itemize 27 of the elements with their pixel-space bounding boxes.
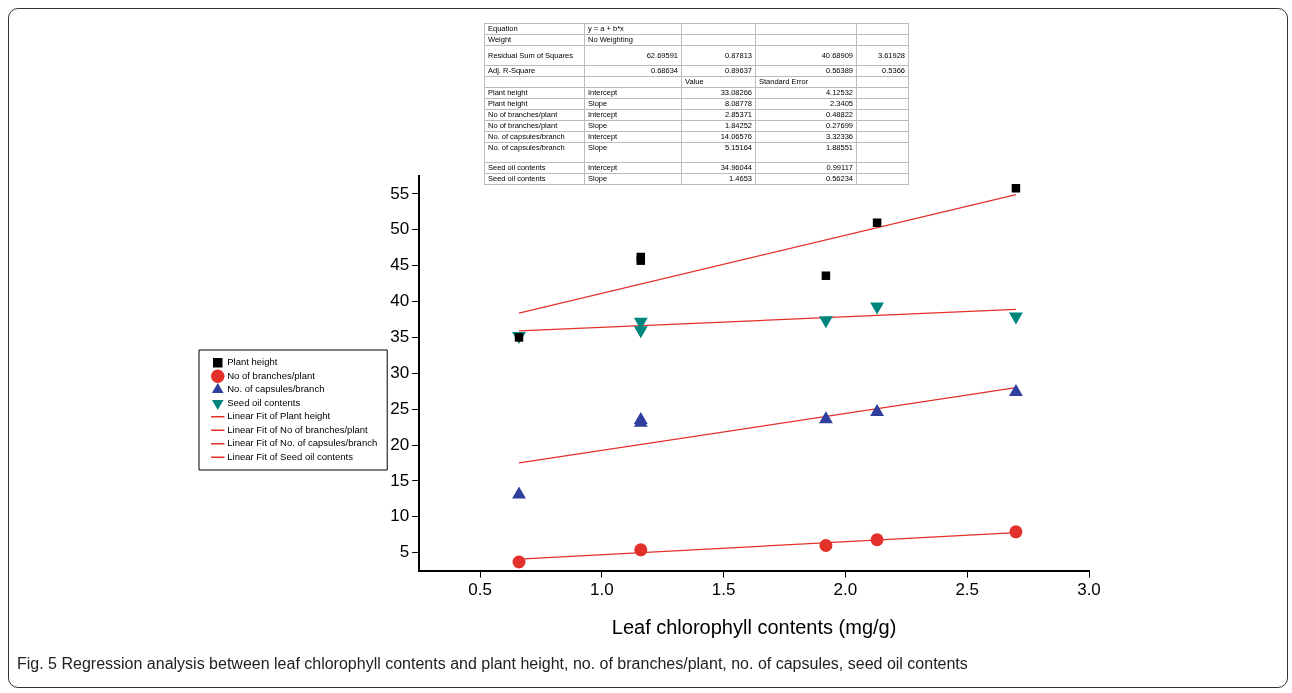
x-tick-label: 2.0 bbox=[833, 580, 858, 600]
y-tick-label: 40 bbox=[390, 291, 410, 311]
legend-label: Linear Fit of Seed oil contents bbox=[227, 450, 354, 462]
legend-label: Seed oil contents bbox=[227, 396, 301, 408]
x-tick-label: 1.0 bbox=[590, 580, 614, 600]
y-tick-label: 25 bbox=[390, 398, 410, 418]
x-tick-label: 0.5 bbox=[468, 580, 492, 600]
y-tick-label: 50 bbox=[390, 219, 410, 239]
text: Fig. 5 Regression analysis between leaf chlorophyll contents and plant height, no. of branches/plant, no. of capsules, seed oil contents bbox=[17, 655, 968, 673]
y-tick-label: 30 bbox=[390, 362, 410, 382]
legend-label: Linear Fit of No. of capsules/branch bbox=[227, 437, 378, 449]
legend-label: Linear Fit of No of branches/plant bbox=[227, 423, 369, 435]
y-tick-label: 15 bbox=[390, 470, 410, 490]
x-axis-title: Leaf chlorophyll contents (mg/g) bbox=[611, 615, 897, 638]
legend-label: Linear Fit of Plant height bbox=[227, 410, 331, 422]
y-tick-label: 5 bbox=[399, 542, 410, 562]
legend-label: No. of capsules/branch bbox=[227, 383, 325, 395]
legend-label: No of branches/plant bbox=[227, 369, 316, 381]
y-tick-label: 55 bbox=[390, 183, 410, 203]
legend-label: Plant height bbox=[227, 356, 278, 368]
y-tick-label: 20 bbox=[390, 434, 410, 454]
x-tick-label: 3.0 bbox=[1077, 580, 1101, 600]
y-tick-label: 35 bbox=[390, 327, 410, 347]
x-tick-label: 2.5 bbox=[955, 580, 980, 600]
x-tick-label: 1.5 bbox=[711, 580, 736, 600]
y-tick-label: 10 bbox=[390, 506, 410, 526]
y-tick-label: 45 bbox=[390, 255, 410, 275]
